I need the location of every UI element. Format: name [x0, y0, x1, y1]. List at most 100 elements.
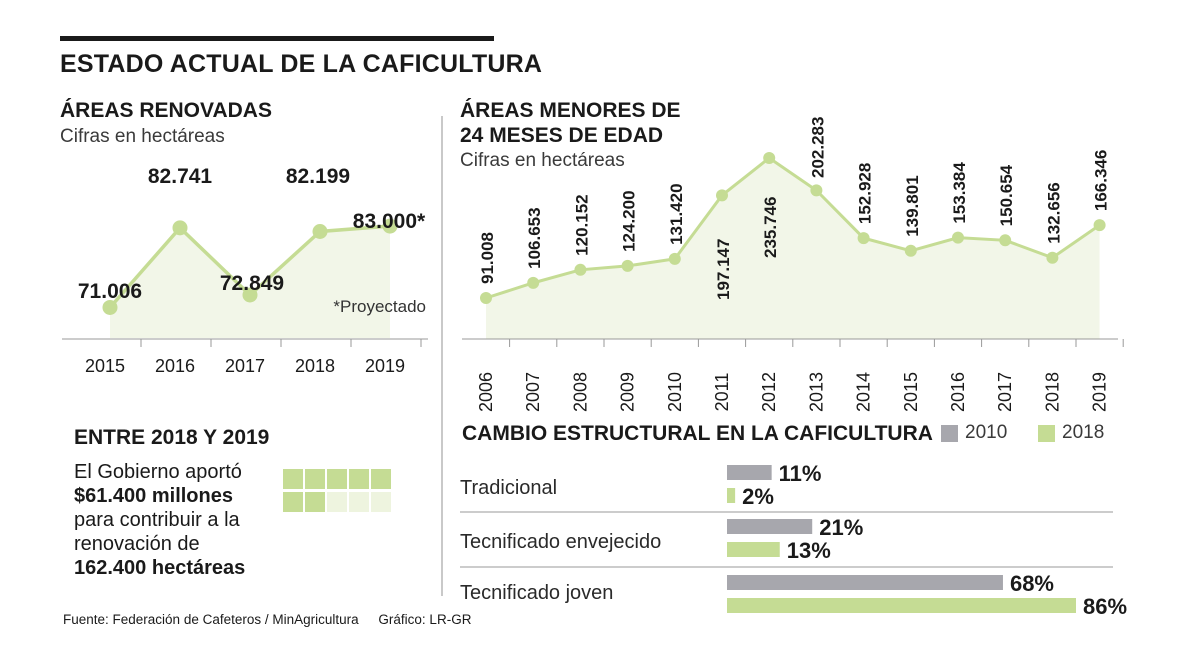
page-title: ESTADO ACTUAL DE LA CAFICULTURA [60, 50, 543, 78]
chart-title-menores-line1: ÁREAS MENORES DE [460, 99, 681, 122]
bar-2010-3 [727, 575, 1003, 590]
legend-label-2010: 2010 [965, 422, 1008, 443]
data-label-2011: 197.147 [714, 239, 733, 300]
data-point-2014 [857, 232, 870, 245]
x-tick-label-2014: 2014 [854, 372, 874, 412]
data-point-2012 [763, 152, 776, 164]
x-tick-label-2018: 2018 [1042, 372, 1062, 412]
hectares-grid [283, 469, 395, 513]
x-tick-label-2011: 2011 [712, 373, 732, 412]
data-label-2010: 131.420 [667, 183, 686, 244]
title-rule [60, 36, 494, 41]
grid-square [327, 469, 347, 489]
bar-label-2018-1: 2% [742, 484, 774, 509]
bar-2010-2 [727, 519, 813, 534]
data-label-2015: 139.801 [903, 175, 922, 236]
info-hectares: 162.400 hectáreas [74, 557, 246, 579]
data-point-2016 [172, 220, 188, 236]
chart-renovadas: 2015 2016 2017 2018 2019 71.006 82.741 72.849 82… [62, 165, 428, 376]
bar-label-2010-2: 21% [819, 515, 863, 540]
legend-2018: 2018 [1038, 422, 1104, 444]
chart-menores: 2006 2007 2008 2009 2010 2011 2012 2013 2014 2015… [462, 117, 1124, 412]
data-label-2019: 83.000* [353, 210, 426, 233]
bar-2018-2 [727, 542, 780, 557]
chart-title-cambio: CAMBIO ESTRUCTURAL EN LA CAFICULTURA [462, 422, 933, 445]
data-label-2014: 152.928 [856, 163, 875, 224]
data-point-2018 [1046, 251, 1059, 264]
grid-square [283, 469, 303, 489]
chart-title-menores: ÁREAS MENORES DE 24 MESES DE EDAD [460, 98, 681, 148]
x-tick-label-2016: 2016 [948, 372, 968, 412]
x-tick-label-2015: 2015 [85, 356, 125, 376]
data-point-2008 [574, 263, 587, 276]
data-point-2017 [242, 287, 258, 303]
data-label-2017: 150.654 [997, 164, 1016, 226]
x-tick-label-2019: 2019 [365, 356, 405, 376]
x-tick-label-2012: 2012 [759, 372, 779, 412]
projection-note: *Proyectado [333, 297, 426, 316]
area-fill [486, 158, 1100, 339]
x-tick-label-2008: 2008 [570, 372, 590, 412]
data-label-2017: 72.849 [220, 272, 284, 295]
legend-swatch-2018 [1038, 424, 1055, 442]
info-text: El Gobierno aportó $61.400 millones para… [74, 460, 245, 580]
data-label-2008: 120.152 [572, 194, 591, 255]
data-point-2016 [952, 231, 964, 244]
data-point-2015 [904, 244, 917, 257]
chart-title-menores-line2: 24 MESES DE EDAD [460, 124, 664, 147]
data-point-2013 [810, 184, 823, 197]
info-line3: para contribuir a la [74, 509, 240, 531]
data-label-2012: 235.746 [761, 197, 780, 258]
data-point-2010 [668, 252, 681, 265]
info-title: ENTRE 2018 Y 2019 [74, 426, 270, 449]
bar-label-2010-3: 68% [1010, 571, 1054, 596]
footer: Fuente: Federación de Cafeteros / MinAgr… [63, 612, 471, 627]
legend-label-2018: 2018 [1062, 422, 1105, 443]
x-tick-label-2010: 2010 [665, 372, 685, 412]
x-tick-label-2006: 2006 [476, 372, 496, 412]
x-tick-label-2007: 2007 [523, 372, 543, 412]
grid-square [349, 469, 369, 489]
footer-credit: Gráfico: LR-GR [378, 612, 472, 627]
data-point-2019 [1093, 219, 1106, 232]
x-tick-label-2015: 2015 [901, 372, 921, 412]
chart-title-renovadas: ÁREAS RENOVADAS [60, 99, 272, 122]
data-label-2015: 71.006 [78, 280, 142, 303]
data-point-2019 [382, 218, 398, 234]
footer-source: Fuente: Federación de Cafeteros / MinAgr… [63, 612, 359, 627]
legend-2010: 2010 [941, 422, 1007, 444]
data-label-2006: 91.008 [478, 232, 497, 284]
area-fill [110, 226, 390, 338]
vertical-divider [441, 116, 443, 596]
data-point-2006 [480, 292, 492, 304]
x-tick-label-2018: 2018 [295, 356, 335, 376]
category-label: Tradicional [460, 477, 557, 499]
bar-2018-1 [727, 488, 736, 503]
info-line1: El Gobierno aportó [74, 461, 242, 483]
data-label-2018: 82.199 [286, 165, 350, 188]
data-label-2016: 82.741 [148, 165, 213, 188]
data-point-2007 [527, 276, 540, 289]
data-point-2009 [621, 259, 634, 272]
data-label-2019: 166.346 [1092, 150, 1111, 211]
chart-subtitle-renovadas: Cifras en hectáreas [60, 126, 225, 147]
data-point-2018 [312, 224, 328, 240]
bar-label-2018-3: 86% [1083, 594, 1127, 619]
legend-swatch-2010 [941, 424, 958, 442]
category-label: Tecnificado joven [460, 582, 613, 604]
x-tick-label-2016: 2016 [155, 356, 195, 376]
x-tick-label-2009: 2009 [618, 372, 638, 412]
x-tick-label-2019: 2019 [1090, 372, 1110, 412]
grid-square [349, 492, 369, 512]
info-line4: renovación de [74, 533, 200, 555]
category-label: Tecnificado envejecido [460, 531, 661, 553]
bar-label-2018-2: 13% [787, 538, 831, 563]
data-label-2018: 132.656 [1044, 182, 1063, 243]
bar-label-2010-1: 11% [779, 461, 822, 486]
x-tick-label-2013: 2013 [806, 372, 826, 412]
info-amount: $61.400 millones [74, 485, 233, 507]
bar-2018-3 [727, 598, 1076, 613]
data-label-2016: 153.384 [950, 162, 969, 224]
bar-2010-1 [727, 465, 772, 480]
